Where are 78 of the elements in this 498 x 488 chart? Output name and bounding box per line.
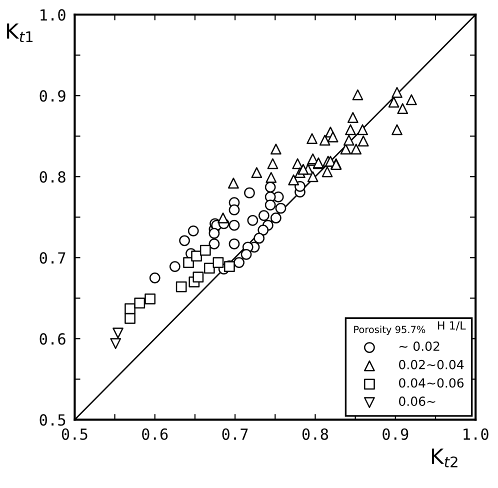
point (192, 272, 204, 283)
point (327, 132, 338, 142)
point (350, 144, 362, 155)
legend-label: 0.04∼0.06 (399, 378, 464, 388)
point (275, 202, 286, 214)
point (352, 89, 364, 100)
point (244, 187, 255, 198)
y-tick-label: 0.9 (40, 90, 66, 102)
x-tick-label: 0.6 (142, 428, 168, 440)
point (124, 303, 136, 314)
point (228, 220, 240, 231)
point (228, 204, 240, 216)
point (298, 164, 309, 175)
point (179, 235, 190, 246)
point (322, 166, 333, 178)
point (228, 178, 239, 189)
x-tick-label: 1.0 (464, 428, 488, 440)
y-tick-label: 0.6 (40, 333, 66, 345)
point (254, 232, 265, 244)
point (208, 238, 220, 250)
y-tick-label: 0.7 (40, 252, 66, 264)
point (200, 244, 211, 256)
point (388, 96, 400, 108)
point (343, 134, 354, 146)
point (228, 238, 240, 250)
point (264, 200, 276, 210)
point (191, 250, 202, 262)
point (288, 174, 300, 186)
point (110, 338, 122, 349)
point (258, 210, 270, 221)
point (392, 86, 402, 98)
x-tick-label: 0.5 (62, 428, 88, 440)
point (251, 167, 262, 178)
x-tick-label: 0.9 (382, 428, 408, 440)
legend-label: 0.02∼0.04 (399, 360, 464, 370)
point (183, 257, 194, 268)
point (112, 328, 124, 338)
point (319, 134, 330, 146)
point (247, 214, 258, 226)
point (358, 136, 369, 146)
point (397, 103, 408, 114)
point (266, 172, 277, 183)
y-tick-label: 0.8 (40, 171, 66, 183)
point (264, 182, 276, 193)
point (258, 224, 269, 236)
point (234, 257, 244, 268)
y-tick-label: 0.5 (40, 414, 66, 426)
point (406, 94, 417, 106)
point (240, 248, 252, 260)
point (345, 124, 356, 136)
legend-label: ∼ 0.02 (400, 342, 440, 351)
point (212, 257, 224, 268)
point (204, 262, 215, 274)
y-axis-title: K$_{t1}$ (7, 23, 33, 42)
point (169, 261, 180, 272)
point (134, 298, 146, 308)
point (144, 294, 156, 304)
point (307, 171, 318, 182)
point (124, 312, 136, 324)
point (267, 158, 278, 170)
point (176, 281, 187, 292)
y-tick-label: 1.0 (40, 9, 66, 21)
legend-label: 0.06∼ (399, 396, 436, 406)
point (218, 212, 228, 224)
point (347, 112, 358, 123)
point (270, 144, 282, 155)
point (270, 212, 282, 224)
point (188, 225, 199, 236)
point (357, 124, 368, 136)
x-axis-title: K$_{t2}$ (432, 448, 458, 468)
legend-title: Porosity 95.7% (354, 326, 426, 336)
x-tick-label: 0.7 (222, 428, 248, 440)
point (306, 133, 318, 144)
point (392, 124, 402, 136)
annotation: H 1/L (438, 321, 466, 331)
point (208, 228, 220, 239)
point (149, 272, 160, 284)
x-tick-label: 0.8 (302, 428, 328, 440)
